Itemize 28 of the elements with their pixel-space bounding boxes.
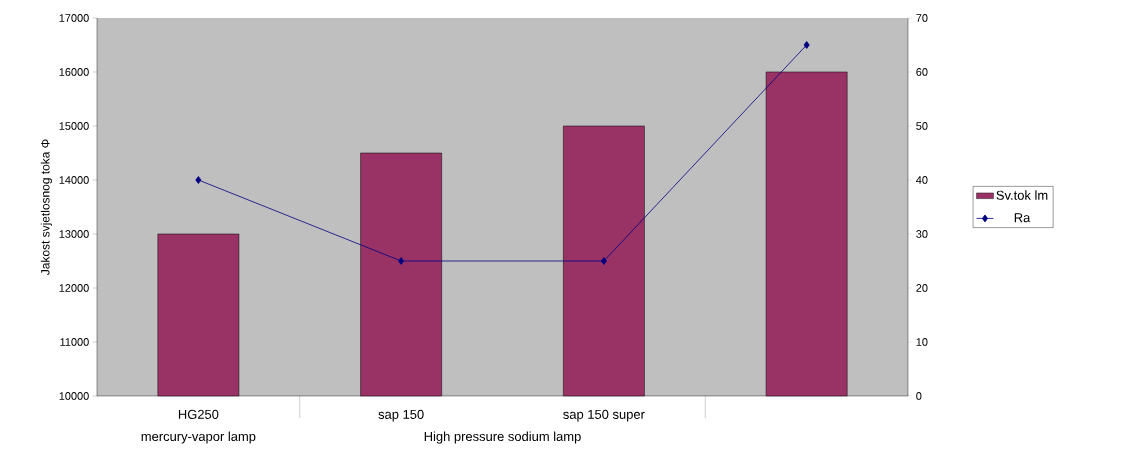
y2-tick-label: 40 bbox=[916, 176, 928, 184]
point bbox=[195, 176, 202, 184]
legend-label: Sv.tok lm bbox=[996, 190, 1048, 200]
y-tick-label: 15000 bbox=[59, 122, 89, 130]
legend-label: Ra bbox=[1014, 213, 1031, 223]
y2-tick-label: 10 bbox=[916, 338, 928, 346]
x-tick-label: HG250 bbox=[178, 409, 219, 419]
y2-tick-label: 30 bbox=[916, 230, 928, 238]
y-tick-label: 12000 bbox=[59, 284, 89, 292]
y-tick-label: 13000 bbox=[59, 230, 89, 238]
text: High pressure sodium lamp bbox=[424, 431, 581, 444]
y2-tick-label: 0 bbox=[916, 392, 922, 400]
y2-tick-label: 50 bbox=[916, 122, 928, 130]
y-tick-label: 14000 bbox=[59, 176, 89, 184]
text: mercury-vapor lamp bbox=[141, 431, 256, 444]
point bbox=[803, 41, 810, 49]
y-tick-label: 16000 bbox=[59, 68, 89, 76]
y-tick-label: 10000 bbox=[59, 392, 89, 400]
y-axis-title: Jakost svjetlosnog toka Φ bbox=[40, 139, 52, 276]
y2-tick-label: 70 bbox=[916, 14, 928, 22]
y-tick-label: 11000 bbox=[60, 338, 89, 346]
point bbox=[398, 257, 405, 265]
y2-tick-label: 20 bbox=[916, 284, 928, 292]
y2-tick-label: 60 bbox=[916, 68, 928, 76]
x-tick-label: sap 150 bbox=[378, 409, 424, 422]
y-tick-label: 17000 bbox=[59, 14, 89, 22]
point bbox=[600, 257, 607, 265]
x-tick-label: sap 150 super bbox=[563, 409, 645, 422]
